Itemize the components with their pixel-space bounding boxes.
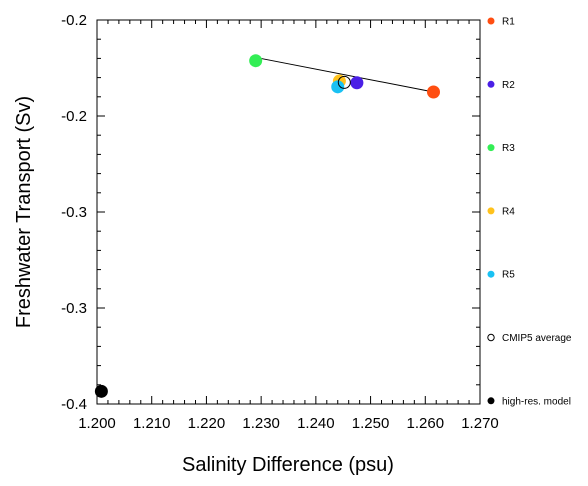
point-r3 <box>249 54 263 68</box>
y-tick-label: -0.3 <box>61 300 87 317</box>
legend-label-r4: R4 <box>502 206 515 217</box>
regression-line <box>255 56 434 93</box>
x-tick-label: 1.220 <box>188 415 226 432</box>
x-tick-label: 1.240 <box>297 415 335 432</box>
y-tick-label: -0.3 <box>61 204 87 221</box>
legend-marker-high-res-model <box>487 397 495 405</box>
legend-label-r5: R5 <box>502 270 515 281</box>
legend-label-r1: R1 <box>502 17 515 28</box>
x-tick-label: 1.210 <box>133 415 171 432</box>
legend-marker-r1 <box>487 17 495 25</box>
x-axis-title: Salinity Difference (psu) <box>182 454 394 476</box>
x-tick-labels: 1.200 1.210 1.220 1.230 1.240 1.250 1.260 1.270 <box>78 415 499 432</box>
legend-label-r2: R2 <box>502 80 515 91</box>
point-r2 <box>350 76 364 90</box>
legend-label-r3: R3 <box>502 143 515 154</box>
y-tick-label: -0.2 <box>61 12 87 29</box>
y-tick-label: -0.2 <box>61 108 87 125</box>
x-tick-label: 1.200 <box>78 415 116 432</box>
x-tick-label: 1.230 <box>242 415 280 432</box>
legend-marker-r2 <box>487 80 495 88</box>
axis-ticks <box>96 19 481 405</box>
y-tick-labels: -0.2 -0.2 -0.3 -0.3 -0.4 <box>61 12 87 413</box>
data-points <box>94 54 440 398</box>
x-tick-label: 1.270 <box>461 415 499 432</box>
x-tick-label: 1.260 <box>407 415 445 432</box>
x-tick-label: 1.250 <box>352 415 390 432</box>
legend: R1 R2 R3 R4 R5 CMIP5 average high-res. model <box>487 17 572 407</box>
point-high-res-model <box>94 384 108 398</box>
legend-marker-r5 <box>487 270 495 278</box>
legend-label-cmip5-average: CMIP5 average <box>502 333 572 344</box>
point-r1 <box>426 85 440 99</box>
point-r5 <box>331 80 345 94</box>
legend-label-high-res-model: high-res. model <box>502 396 571 407</box>
y-axis-title: Freshwater Transport (Sv) <box>13 96 35 328</box>
legend-marker-r4 <box>487 207 495 215</box>
legend-marker-r3 <box>487 144 495 152</box>
point-cmip5-average <box>337 75 351 89</box>
plot-area <box>96 19 481 405</box>
y-tick-label: -0.4 <box>61 396 87 413</box>
legend-marker-cmip5-average <box>487 333 495 342</box>
